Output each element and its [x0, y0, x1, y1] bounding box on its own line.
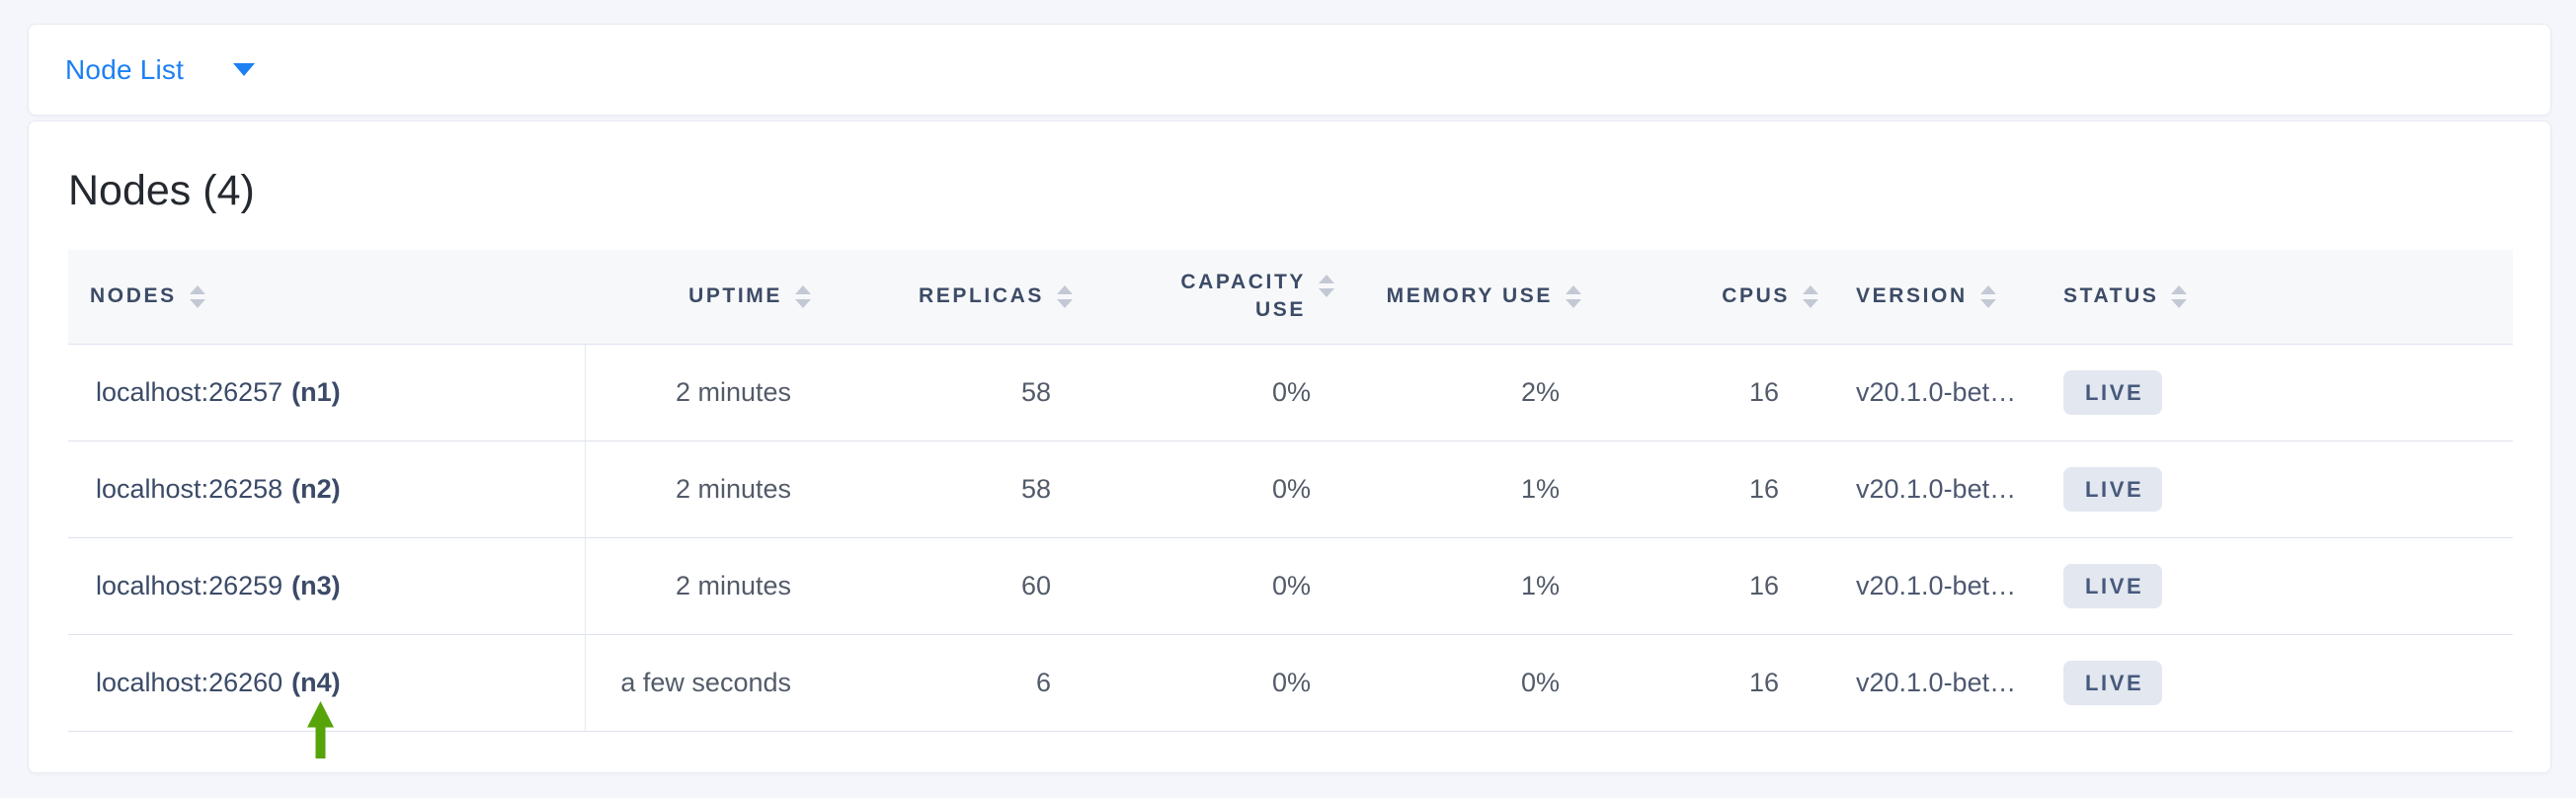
capacity-use-cell: 0%: [1271, 668, 1311, 697]
sort-icon[interactable]: [1979, 285, 1996, 308]
column-header-status[interactable]: STATUS: [2042, 250, 2513, 344]
nodes-table: NODES UPTIME REPLICAS CAPACITY USE MEMOR…: [68, 250, 2513, 732]
view-dropdown-label: Node List: [65, 53, 185, 85]
replicas-cell: 58: [1020, 377, 1051, 407]
sort-icon[interactable]: [1057, 285, 1073, 308]
replicas-cell: 58: [1020, 474, 1051, 504]
memory-use-cell: 0%: [1520, 668, 1560, 697]
sort-icon[interactable]: [1566, 285, 1581, 308]
memory-use-cell: 1%: [1520, 474, 1560, 504]
node-address-cell: localhost:26258 (n2): [68, 441, 586, 537]
status-badge: LIVE: [2063, 661, 2163, 705]
uptime-cell: a few seconds: [620, 668, 791, 697]
status-badge: LIVE: [2063, 370, 2163, 415]
view-switcher-card: Node List: [28, 24, 2551, 116]
column-header-capacity-use[interactable]: CAPACITY USE: [1073, 250, 1334, 344]
column-header-replicas[interactable]: REPLICAS: [811, 250, 1073, 344]
memory-use-cell: 2%: [1520, 377, 1560, 407]
uptime-cell: 2 minutes: [675, 474, 791, 504]
version-cell: v20.1.0-bet…: [1856, 377, 2017, 407]
capacity-use-cell: 0%: [1271, 474, 1311, 504]
cpus-cell: 16: [1748, 571, 1779, 600]
cpus-cell: 16: [1748, 474, 1779, 504]
column-header-cpus[interactable]: CPUS: [1581, 250, 1818, 344]
uptime-cell: 2 minutes: [675, 377, 791, 407]
status-cell: LIVE: [2042, 635, 2513, 731]
sort-icon[interactable]: [1803, 285, 1818, 308]
cpus-cell: 16: [1748, 377, 1779, 407]
sort-icon[interactable]: [795, 285, 811, 308]
cpus-cell: 16: [1748, 668, 1779, 697]
status-cell: LIVE: [2042, 345, 2513, 440]
sort-icon[interactable]: [2171, 285, 2188, 308]
replicas-cell: 60: [1020, 571, 1051, 600]
memory-use-cell: 1%: [1520, 571, 1560, 600]
version-cell: v20.1.0-bet…: [1856, 474, 2017, 504]
replicas-cell: 6: [1035, 668, 1051, 697]
capacity-use-cell: 0%: [1271, 377, 1311, 407]
capacity-use-cell: 0%: [1271, 571, 1311, 600]
green-up-arrow-annotation: [307, 701, 334, 758]
column-header-uptime[interactable]: UPTIME: [586, 250, 811, 344]
nodes-panel: Nodes (4) NODES UPTIME REPLICAS CAPACITY…: [28, 120, 2551, 773]
status-badge: LIVE: [2063, 564, 2163, 608]
chevron-down-icon: [233, 63, 256, 76]
page-title: Nodes (4): [68, 167, 255, 214]
column-header-version[interactable]: VERSION: [1818, 250, 2042, 344]
node-address-cell: localhost:26257 (n1): [68, 345, 586, 440]
sort-icon[interactable]: [1319, 275, 1334, 297]
version-cell: v20.1.0-bet…: [1856, 668, 2017, 697]
status-cell: LIVE: [2042, 538, 2513, 634]
status-cell: LIVE: [2042, 441, 2513, 537]
status-badge: LIVE: [2063, 467, 2163, 512]
version-cell: v20.1.0-bet…: [1856, 571, 2017, 600]
table-row-n1[interactable]: localhost:26257 (n1) 2 minutes 58 0% 2% 1…: [68, 345, 2513, 441]
table-row-n3[interactable]: localhost:26259 (n3) 2 minutes 60 0% 1% 1…: [68, 538, 2513, 635]
column-header-memory-use[interactable]: MEMORY USE: [1334, 250, 1581, 344]
view-dropdown[interactable]: Node List: [65, 53, 256, 86]
node-address-cell: localhost:26259 (n3): [68, 538, 586, 634]
column-header-nodes[interactable]: NODES: [68, 250, 586, 344]
table-row-n2[interactable]: localhost:26258 (n2) 2 minutes 58 0% 1% 1…: [68, 441, 2513, 538]
uptime-cell: 2 minutes: [675, 571, 791, 600]
sort-icon[interactable]: [189, 285, 205, 308]
table-row-n4[interactable]: localhost:26260 (n4) a few seconds 6 0% 0…: [68, 635, 2513, 732]
node-address-cell: localhost:26260 (n4): [68, 635, 586, 731]
table-header-row: NODES UPTIME REPLICAS CAPACITY USE MEMOR…: [68, 250, 2513, 345]
